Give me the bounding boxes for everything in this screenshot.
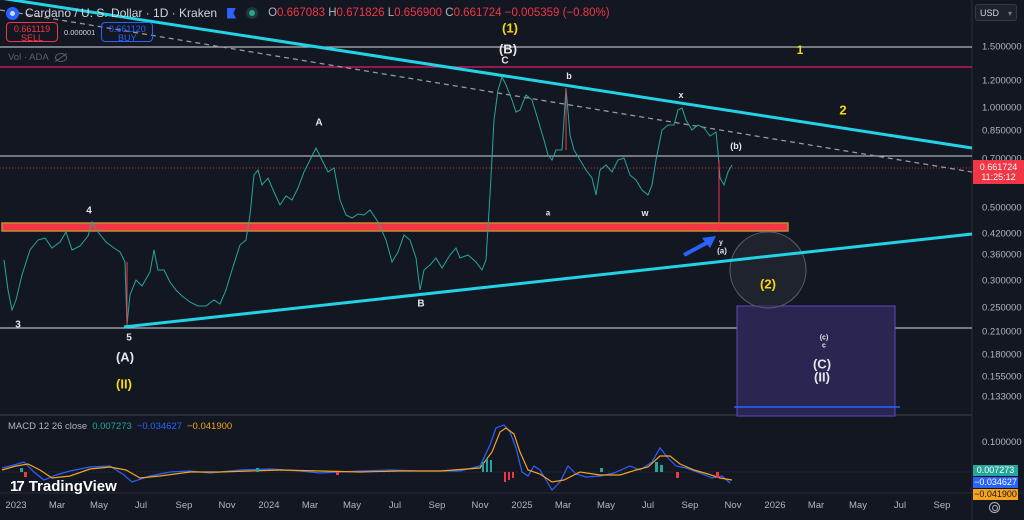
wave-label-1-right: 1 [796,43,804,57]
flag-icon[interactable] [227,7,237,19]
wave-label-y: y [719,239,723,247]
time-tick: Mar [807,500,825,511]
wave-label-A-paren: (A) [115,349,135,365]
cardano-logo-icon [6,6,19,20]
wave-label-5: 5 [126,332,132,344]
time-tick: Nov [218,500,236,511]
price-axis[interactable]: 1.500000 1.200000 1.000000 0.850000 0.700000… [972,0,1024,415]
last-price-label: 0.661724 11:25:12 [973,160,1024,184]
sell-button[interactable]: 0.661119 SELL [6,22,58,43]
tradingview-logo-icon: 17 [10,478,25,495]
macd-signal-value: −0.041900 [973,489,1018,500]
time-tick: May [597,500,615,511]
wave-label-c-paren: (c) [819,334,829,342]
time-tick: Sep [933,500,951,511]
macd-line-value: −0.034627 [973,477,1018,488]
macd-histogram [20,458,663,472]
market-status-icon [246,7,259,19]
price-tick: 0.250000 [982,302,1022,314]
price-tick: 0.360000 [982,249,1022,261]
time-tick: 2023 [5,500,27,511]
time-tick: 2026 [764,500,786,511]
price-tick: 0.133000 [982,391,1022,403]
wave-label-C: C [501,55,509,67]
time-tick: Jul [134,500,148,511]
time-tick: May [849,500,867,511]
target-box [736,305,896,417]
symbol-title[interactable]: Cardano / U. S. Dollar · 1D · Kraken [25,6,218,20]
wave-label-c: c [822,342,826,350]
signal-line [1,427,733,483]
ohlc-values: O0.667083 H0.671826 L0.656900 C0.661724 … [268,7,610,19]
price-tick: 0.500000 [982,202,1022,214]
currency-select[interactable]: USD [975,4,1017,22]
time-tick: 2024 [258,500,280,511]
upper-trendline [3,0,973,150]
highlight-circle [729,231,807,309]
wave-label-A: A [315,117,323,129]
wave-label-b: b [566,71,572,81]
settings-gear-icon[interactable] [989,502,1000,513]
time-tick: Jul [388,500,402,511]
wave-label-B-paren: (B) [498,41,518,57]
price-tick: 0.180000 [982,349,1022,361]
price-tick: 0.420000 [982,228,1022,240]
price-tick: 1.200000 [982,75,1022,87]
time-tick: Jul [641,500,655,511]
price-tick: 0.210000 [982,326,1022,338]
macd-legend[interactable]: MACD 12 26 close 0.007273 −0.034627 −0.0… [8,421,233,432]
wave-label-1: (1) [502,20,518,36]
macd-histogram-value: 0.007273 [973,465,1018,476]
wave-label-B: B [417,298,425,310]
wave-label-a-paren: (a) [717,246,727,256]
macd-tick: 0.100000 [982,437,1022,448]
time-tick: Nov [471,500,489,511]
time-tick: May [90,500,108,511]
price-tick: 1.000000 [982,102,1022,114]
time-tick: Jul [893,500,907,511]
hidden-eye-icon[interactable] [54,53,67,62]
time-tick: Mar [48,500,66,511]
wave-label-II-yellow: (II) [116,376,132,392]
price-tick: 0.850000 [982,125,1022,137]
time-tick: 2025 [511,500,533,511]
time-tick: Sep [428,500,446,511]
dashed-trendline [0,9,973,173]
spread-value: 0.000001 [64,27,96,37]
time-tick: May [343,500,361,511]
wave-label-4: 4 [86,205,92,217]
symbol-legend[interactable]: Cardano / U. S. Dollar · 1D · Kraken O0.… [6,6,610,20]
wave-label-w: w [641,208,649,218]
wave-label-2-right: 2 [839,102,847,118]
price-tick: 1.500000 [982,41,1022,53]
wave-label-C-paren: (C) [812,356,832,372]
time-tick: Sep [175,500,193,511]
wave-label-a: a [545,208,551,218]
wave-label-3: 3 [15,319,21,331]
buy-button[interactable]: 0.661120 BUY [101,22,154,43]
price-tick: 0.155000 [982,371,1022,383]
time-tick: Nov [724,500,742,511]
volume-legend[interactable]: Vol · ADA [8,52,67,63]
time-tick: Mar [554,500,572,511]
wave-label-b-paren: (b) [730,141,742,151]
macd-line [1,424,731,491]
wave-label-II-white: (II) [814,369,830,385]
tradingview-logo[interactable]: 17 TradingView [10,478,117,495]
wave-label-x: x [678,90,684,100]
wave-label-2-paren: (2) [760,276,776,292]
price-tick: 0.300000 [982,275,1022,287]
lower-trendline [123,232,973,329]
time-tick: Sep [681,500,699,511]
trade-buttons: 0.661119 SELL 0.000001 0.661120 BUY [6,22,154,43]
time-tick: Mar [301,500,319,511]
support-zone [1,222,789,232]
price-series [3,75,733,326]
price-tick: 0.700000 [982,153,1022,165]
